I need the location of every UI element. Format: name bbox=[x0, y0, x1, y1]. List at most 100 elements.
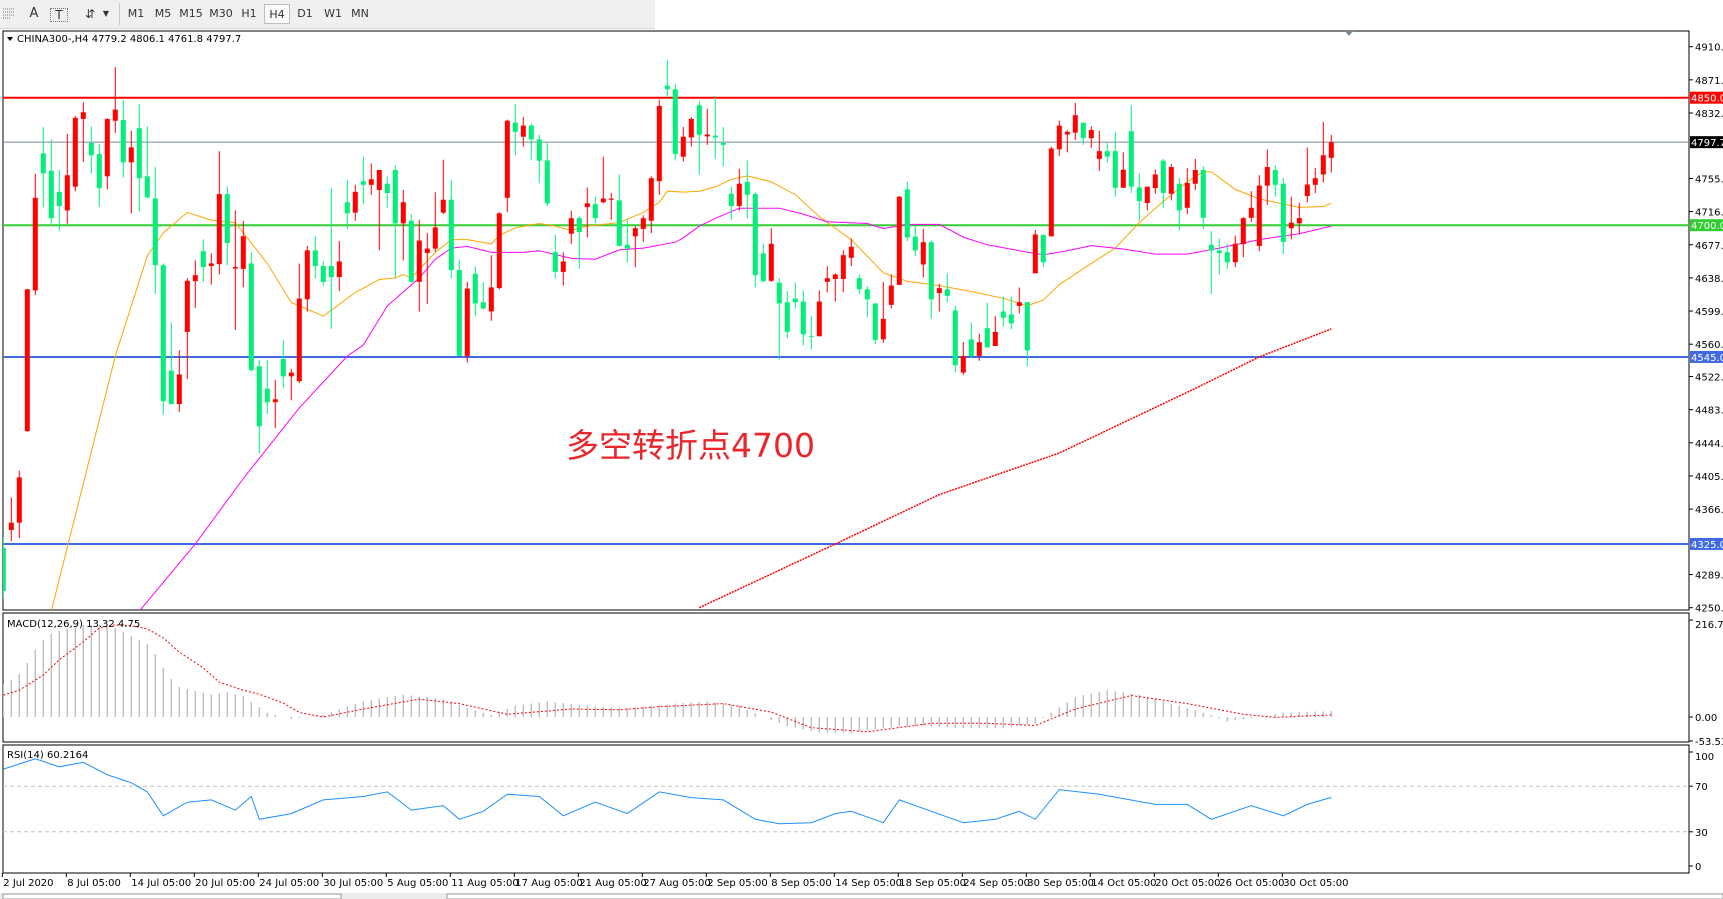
rsi-tick-label: 70 bbox=[1695, 782, 1708, 793]
candle bbox=[16, 470, 22, 539]
candle-body bbox=[40, 153, 46, 174]
candle bbox=[304, 245, 310, 312]
candle bbox=[600, 156, 606, 204]
candle-body bbox=[664, 85, 670, 90]
candle-body bbox=[1272, 170, 1278, 185]
candle-body bbox=[912, 236, 918, 251]
candle bbox=[904, 181, 910, 242]
time-tick-label: 8 Jul 05:00 bbox=[67, 878, 121, 889]
candle-body bbox=[160, 265, 166, 402]
candle-body bbox=[64, 175, 70, 211]
chart-tab[interactable] bbox=[446, 893, 1723, 899]
candle bbox=[488, 255, 494, 321]
candle bbox=[312, 236, 318, 279]
candle bbox=[3, 537, 6, 599]
candle-body bbox=[248, 263, 254, 371]
candle-body bbox=[688, 118, 694, 138]
candle-body bbox=[1264, 167, 1270, 186]
price-tick-label: 4289.0 bbox=[1695, 571, 1723, 582]
candle bbox=[744, 160, 750, 219]
candle-body bbox=[544, 160, 550, 204]
candle-body bbox=[1296, 218, 1302, 224]
candle bbox=[1168, 164, 1174, 201]
arrows-icon[interactable]: ⇵ bbox=[84, 7, 96, 21]
chart-shift-marker[interactable] bbox=[1345, 31, 1353, 36]
price-tick-label: 4716.0 bbox=[1695, 208, 1723, 219]
chart-tab[interactable] bbox=[2, 893, 342, 899]
candle bbox=[632, 226, 638, 268]
candle-body bbox=[1248, 207, 1254, 218]
candle bbox=[424, 233, 430, 305]
candle bbox=[1136, 173, 1142, 221]
candle bbox=[1200, 166, 1206, 229]
candle-body bbox=[424, 248, 430, 253]
candle bbox=[1080, 122, 1086, 145]
candle bbox=[1208, 231, 1214, 295]
candle-body bbox=[896, 196, 902, 285]
timeframe-w1-button[interactable]: W1 bbox=[324, 7, 342, 20]
candle-body bbox=[1128, 131, 1134, 187]
candle-body bbox=[432, 227, 438, 249]
candle-body bbox=[992, 331, 998, 346]
candle-body bbox=[104, 118, 110, 177]
candle bbox=[616, 174, 622, 246]
macd-series bbox=[3, 624, 1333, 733]
candle bbox=[768, 228, 774, 282]
chart-title: CHINA300-,H4 4779.2 4806.1 4761.8 4797.7 bbox=[17, 34, 241, 45]
time-tick-label: 30 Oct 05:00 bbox=[1283, 878, 1348, 889]
candle-body bbox=[608, 198, 614, 200]
text-label-icon[interactable]: T bbox=[50, 8, 68, 22]
candle-body bbox=[496, 213, 502, 289]
text-icon[interactable]: A bbox=[29, 6, 39, 21]
candle bbox=[1192, 158, 1198, 191]
candle-body bbox=[872, 303, 878, 341]
candle-body bbox=[696, 105, 702, 135]
candle-body bbox=[904, 189, 910, 238]
main-chart-frame bbox=[2, 30, 1690, 611]
dropdown-icon[interactable]: ▼ bbox=[102, 9, 110, 18]
candle-body bbox=[1160, 160, 1166, 193]
candle bbox=[792, 282, 798, 309]
grid-icon[interactable] bbox=[2, 4, 16, 24]
candle bbox=[1112, 131, 1118, 197]
candle bbox=[584, 187, 590, 238]
candle bbox=[944, 273, 950, 303]
candle bbox=[840, 250, 846, 293]
candle-body bbox=[504, 120, 510, 198]
candle-body bbox=[792, 298, 798, 303]
candle bbox=[24, 288, 30, 432]
timeframe-h4-button[interactable]: H4 bbox=[264, 4, 290, 24]
candle-body bbox=[1120, 169, 1126, 188]
candle bbox=[992, 315, 998, 346]
candle bbox=[160, 263, 166, 415]
timeframe-d1-button[interactable]: D1 bbox=[297, 7, 313, 20]
candle-body bbox=[808, 335, 814, 337]
candle bbox=[592, 196, 598, 224]
time-tick-label: 17 Aug 05:00 bbox=[515, 878, 582, 889]
candle-body bbox=[1280, 183, 1286, 242]
timeframe-h1-button[interactable]: H1 bbox=[241, 7, 257, 20]
time-tick-label: 30 Sep 05:00 bbox=[1027, 878, 1094, 889]
candle bbox=[728, 186, 734, 220]
candle bbox=[1296, 203, 1302, 235]
timeframe-m5-button[interactable]: M5 bbox=[154, 7, 172, 20]
timeframe-m30-button[interactable]: M30 bbox=[209, 7, 233, 20]
candle bbox=[8, 497, 14, 542]
candle bbox=[200, 239, 206, 282]
candle-body bbox=[472, 273, 478, 304]
candle bbox=[704, 108, 710, 145]
timeframe-mn-button[interactable]: MN bbox=[351, 7, 369, 20]
candle-body bbox=[240, 236, 246, 269]
collapse-triangle-icon[interactable] bbox=[7, 37, 13, 41]
candle-body bbox=[984, 328, 990, 348]
candle bbox=[936, 283, 942, 312]
timeframe-m1-button[interactable]: M1 bbox=[127, 7, 145, 20]
candle bbox=[1240, 217, 1246, 258]
macd-tick-label: 0.00 bbox=[1695, 713, 1717, 724]
timeframe-m15-button[interactable]: M15 bbox=[179, 7, 203, 20]
price-tick-label: 4677.0 bbox=[1695, 241, 1723, 252]
candle bbox=[1232, 235, 1238, 268]
candle-body bbox=[1320, 155, 1326, 175]
candle bbox=[560, 252, 566, 286]
